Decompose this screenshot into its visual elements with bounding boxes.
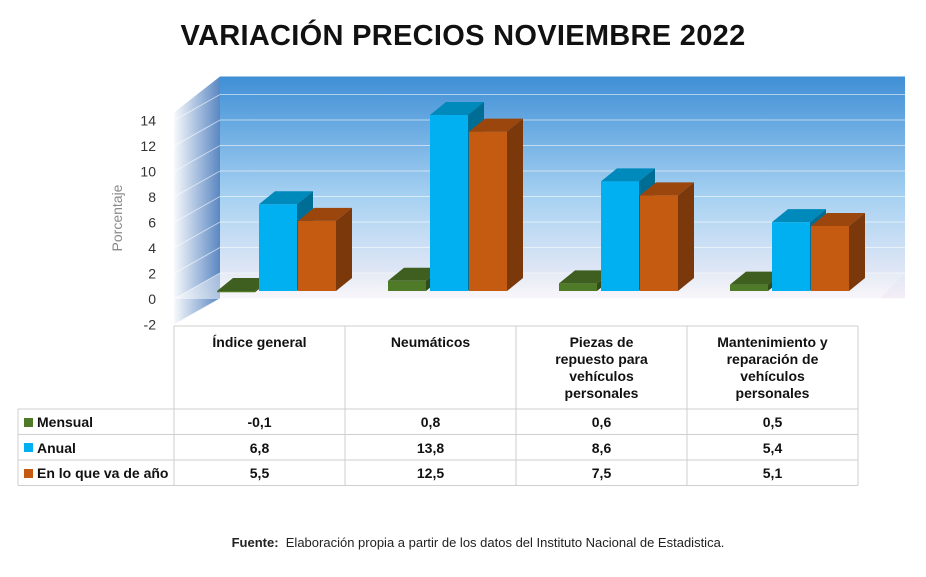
legend-row-label: Mensual: [24, 413, 93, 431]
chart-title: VARIACIÓN PRECIOS NOVIEMBRE 2022: [180, 20, 746, 52]
data-cell: 13,8: [416, 439, 445, 456]
gridline-side: [173, 272, 221, 300]
category-label-line: Neumáticos: [390, 334, 471, 350]
y-tick-label: 0: [148, 291, 156, 307]
legend-swatch: [24, 468, 33, 478]
source-text: Elaboración propia a partir de los datos…: [285, 535, 725, 550]
source-label: Fuente:: [231, 535, 279, 550]
category-label-line: Piezas de: [569, 334, 634, 350]
y-tick-label: 14: [140, 113, 156, 129]
gridline-side: [173, 196, 221, 223]
bar-ytd: [469, 118, 523, 291]
bar-ytd: [811, 212, 865, 291]
category-label-line: vehículos: [569, 368, 634, 384]
category-label-line: vehículos: [740, 368, 805, 384]
legend-swatch: [24, 417, 33, 427]
data-cell: 6,8: [249, 439, 270, 456]
gridline-side: [173, 221, 221, 249]
data-cell: 0,6: [591, 414, 612, 430]
legend-name: Anual: [37, 439, 76, 456]
data-cell: 0,8: [420, 414, 441, 430]
gridline-side: [173, 298, 221, 325]
category-label-line: reparación de: [726, 351, 819, 367]
y-tick-label: 2: [148, 266, 156, 282]
gridline-side: [173, 94, 221, 121]
category-label: Índice general: [174, 334, 345, 351]
y-tick-label: 4: [148, 240, 156, 256]
legend-row-label: En lo que va de año: [24, 464, 168, 482]
data-cell: 12,5: [416, 465, 445, 481]
y-tick-label: 10: [140, 164, 156, 180]
category-label-line: Mantenimiento y: [717, 334, 828, 350]
source-note: Fuente: Elaboración propia a partir de l…: [0, 535, 926, 550]
floor: [174, 273, 905, 299]
data-cell: 7,5: [591, 465, 612, 481]
data-cell: -0,1: [247, 414, 272, 430]
gridline-side: [173, 247, 221, 274]
category-label-line: repuesto para: [555, 351, 648, 367]
category-label: Piezas de repuesto para vehículos personale…: [516, 334, 687, 402]
gridline-side: [173, 170, 221, 198]
data-cell: 0,5: [762, 414, 783, 430]
y-axis-label: Porcentaje: [109, 184, 125, 251]
category-label-line: Índice general: [212, 334, 307, 350]
legend-name: Mensual: [37, 414, 94, 430]
y-tick-label: 8: [148, 189, 156, 205]
category-label-line: personales: [564, 385, 639, 401]
category-label-line: personales: [735, 385, 810, 401]
y-tick-label: 12: [140, 138, 156, 154]
category-label: Mantenimiento y reparación de vehículos per…: [687, 334, 858, 402]
data-cell: 5,5: [249, 465, 270, 481]
bar-ytd: [298, 207, 352, 291]
legend-swatch: [24, 443, 33, 452]
bar-ytd: [640, 182, 694, 291]
data-cell: 8,6: [591, 439, 612, 456]
legend-row-label: Anual: [24, 439, 76, 457]
gridline-side: [173, 145, 221, 172]
y-tick-label: 6: [148, 215, 156, 231]
data-cell: 5,4: [762, 439, 783, 456]
y-tick-label: -2: [144, 317, 157, 333]
side-wall: [174, 76, 220, 325]
category-label: Neumáticos: [345, 334, 516, 351]
data-cell: 5,1: [762, 465, 783, 481]
gridline-side: [173, 119, 221, 147]
legend-name: En lo que va de año: [37, 465, 169, 481]
